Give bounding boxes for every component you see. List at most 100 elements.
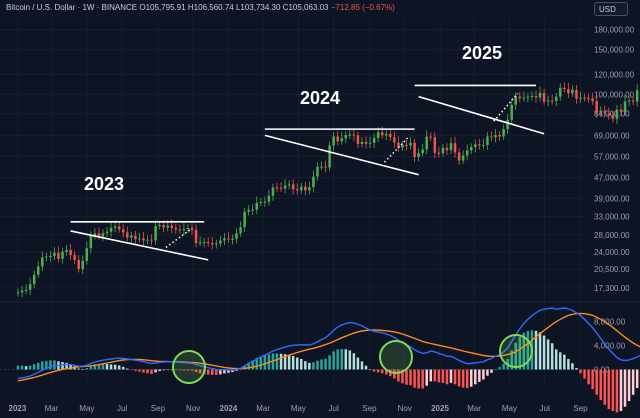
- macd-histogram-bar: [445, 369, 449, 385]
- candle-body: [16, 292, 20, 294]
- candle-body: [340, 138, 343, 142]
- macd-histogram-bar: [166, 369, 169, 371]
- candle-body: [571, 89, 574, 94]
- signal-line: [17, 312, 640, 382]
- candle-body: [627, 100, 631, 102]
- macd-histogram-bar: [599, 369, 602, 401]
- x-tick-label: Sep: [362, 404, 377, 413]
- macd-histogram-bar: [117, 365, 121, 370]
- macd-histogram-bar: [498, 367, 501, 370]
- macd-histogram-bar: [223, 369, 226, 374]
- candle-body: [41, 257, 44, 267]
- x-tick-label: 2024: [220, 404, 238, 413]
- macd-histogram-bar: [575, 368, 578, 370]
- candle-body: [344, 135, 348, 139]
- candle-body: [376, 132, 380, 138]
- candle-body: [619, 109, 623, 112]
- candle-body: [117, 226, 121, 230]
- candle-body: [275, 187, 279, 189]
- macd-histogram-bar: [587, 369, 590, 385]
- macd-histogram-bar: [494, 369, 497, 371]
- macd-histogram-bar: [433, 369, 437, 382]
- candle-body: [372, 137, 376, 143]
- candle-body: [611, 115, 615, 119]
- candle-body: [579, 97, 582, 99]
- macd-histogram-bar: [89, 365, 93, 370]
- macd-histogram-bar: [559, 352, 562, 370]
- macd-tick-label: 4,000.00: [594, 342, 626, 351]
- support-line: [264, 134, 419, 176]
- macd-histogram-bar: [401, 369, 404, 384]
- macd-histogram-bar: [567, 358, 570, 370]
- macd-histogram-bar: [546, 339, 550, 370]
- macd-histogram-bar: [24, 366, 28, 370]
- support-line: [70, 230, 209, 261]
- candle-body: [105, 231, 109, 234]
- candle-body: [202, 242, 206, 244]
- candle-body: [287, 184, 291, 186]
- y-tick-label: 28,000.00: [594, 231, 630, 240]
- crossover-circle: [379, 340, 413, 374]
- macd-histogram-bar: [283, 354, 287, 370]
- candle-body: [469, 147, 473, 151]
- y-tick-label: 33,000.00: [594, 213, 630, 222]
- candle-body: [243, 211, 246, 228]
- macd-histogram-bar: [194, 369, 198, 373]
- candle-body: [417, 153, 420, 157]
- y-tick-label: 84,000.00: [594, 110, 630, 119]
- candle-body: [461, 155, 465, 161]
- macd-histogram-bar: [522, 332, 526, 370]
- macd-histogram-bar: [607, 369, 611, 410]
- candle-body: [57, 252, 60, 259]
- candle-body: [210, 242, 214, 245]
- candle-body: [631, 100, 635, 102]
- candle-body: [283, 185, 287, 189]
- candle-body: [413, 142, 416, 157]
- x-tick-label: Jul: [117, 404, 127, 413]
- currency-selector[interactable]: USD: [594, 2, 628, 16]
- macd-histogram-bar: [627, 369, 631, 401]
- macd-histogram-bar: [259, 356, 263, 370]
- candle-body: [510, 104, 513, 120]
- macd-histogram-bar: [45, 360, 48, 370]
- macd-histogram-bar: [453, 369, 457, 385]
- candle-body: [457, 152, 461, 161]
- macd-histogram-bar: [413, 369, 416, 388]
- candle-body: [478, 144, 481, 146]
- candle-body: [36, 266, 40, 275]
- macd-histogram-bar: [623, 369, 627, 407]
- candle-body: [85, 248, 89, 261]
- macd-histogram-bar: [41, 361, 44, 370]
- macd-histogram-bar: [158, 369, 161, 372]
- candle-body: [405, 145, 408, 147]
- candle-body: [385, 133, 388, 136]
- candle-body: [583, 97, 586, 99]
- candle-body: [433, 137, 437, 153]
- macd-histogram-bar: [174, 369, 178, 371]
- macd-histogram-bar: [190, 369, 194, 371]
- macd-histogram-bar: [510, 350, 513, 370]
- x-tick-label: May: [291, 404, 306, 413]
- macd-histogram-bar: [170, 369, 174, 371]
- candle-body: [223, 238, 226, 241]
- candle-body: [595, 101, 598, 113]
- candle-body: [267, 195, 271, 202]
- macd-histogram-bar: [16, 365, 20, 370]
- macd-histogram-bar: [611, 369, 615, 412]
- candle-body: [518, 96, 522, 99]
- candle-body: [348, 134, 352, 136]
- candle-body: [20, 290, 24, 293]
- candle-body: [263, 201, 267, 203]
- candle-body: [291, 184, 295, 190]
- candle-body: [368, 142, 372, 144]
- candle-body: [142, 238, 145, 241]
- x-tick-label: Nov: [398, 404, 412, 413]
- candle-body: [162, 225, 165, 228]
- candle-body: [445, 147, 449, 151]
- macd-histogram-bar: [571, 363, 574, 370]
- candle-body: [113, 226, 117, 228]
- candle-body: [69, 249, 72, 256]
- candle-body: [255, 202, 259, 210]
- crossover-circle: [499, 334, 533, 368]
